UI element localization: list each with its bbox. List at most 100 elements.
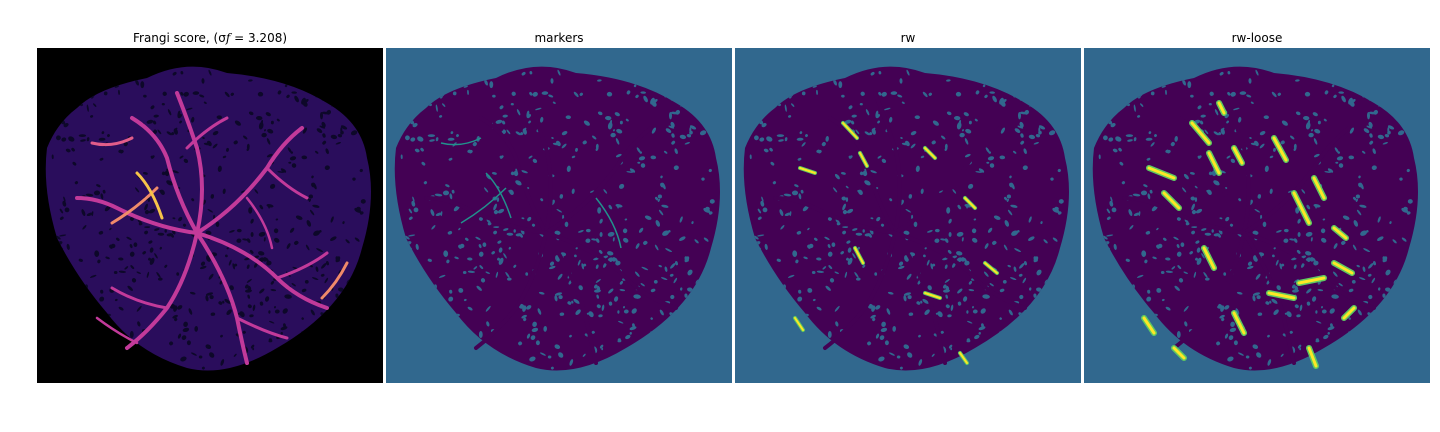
texture-blob (1012, 150, 1017, 154)
texture-blob (761, 196, 764, 202)
texture-blob (1321, 309, 1327, 314)
texture-blob (776, 258, 781, 262)
texture-blob (408, 216, 413, 220)
texture-blob (1020, 140, 1025, 145)
texture-blob (1151, 205, 1158, 212)
texture-blob (178, 216, 183, 222)
texture-blob (529, 356, 536, 362)
texture-blob (192, 91, 200, 95)
texture-blob (934, 228, 940, 233)
texture-blob (612, 257, 616, 262)
texture-blob (597, 207, 602, 214)
texture-blob (291, 163, 297, 168)
texture-blob (1361, 150, 1366, 154)
texture-blob (1320, 237, 1327, 243)
texture-blob (408, 234, 416, 237)
texture-blob (222, 155, 227, 159)
texture-blob (1323, 118, 1327, 122)
texture-blob (605, 115, 612, 121)
texture-blob (1148, 131, 1152, 135)
texture-blob (240, 190, 246, 193)
texture-blob (879, 335, 885, 340)
texture-blob (597, 79, 602, 82)
texture-blob (569, 359, 574, 366)
texture-blob (943, 284, 947, 289)
texture-blob (562, 214, 565, 220)
texture-blob (1363, 248, 1371, 253)
texture-blob (1315, 339, 1320, 343)
texture-blob (1348, 317, 1351, 320)
texture-blob (1254, 209, 1261, 213)
texture-blob (1233, 107, 1240, 111)
texture-blob (622, 228, 628, 234)
texture-blob (445, 184, 450, 188)
texture-blob (400, 154, 403, 160)
texture-blob (1022, 277, 1027, 284)
texture-blob (1226, 120, 1229, 124)
texture-blob (834, 173, 840, 180)
texture-blob (842, 203, 846, 211)
vessel-network (773, 91, 1027, 365)
texture-blob (957, 301, 962, 306)
texture-blob (169, 341, 174, 346)
texture-blob (1176, 251, 1182, 257)
texture-blob (1384, 134, 1390, 138)
texture-blob (138, 222, 143, 226)
texture-blob (1273, 309, 1279, 315)
texture-blob (222, 300, 225, 304)
texture-blob (528, 155, 533, 159)
texture-blob (270, 280, 275, 285)
texture-blob (840, 172, 846, 175)
texture-blob (1040, 221, 1043, 225)
texture-blob (1183, 173, 1189, 180)
texture-blob (421, 161, 426, 166)
texture-blob (1125, 134, 1134, 137)
texture-blob (596, 294, 599, 299)
texture-blob (910, 143, 916, 149)
texture-blob (166, 131, 173, 136)
texture-blob (660, 175, 663, 179)
texture-blob (1332, 271, 1338, 277)
texture-blob (1333, 243, 1338, 249)
texture-blob (322, 140, 327, 145)
texture-blob (1389, 221, 1392, 225)
texture-blob (862, 170, 868, 177)
texture-blob (982, 294, 990, 299)
texture-blob (164, 264, 168, 268)
texture-blob (1225, 216, 1230, 222)
texture-blob (1306, 288, 1312, 294)
texture-blob (473, 266, 478, 270)
texture-blob (673, 277, 678, 284)
texture-blob (212, 143, 218, 149)
texture-blob (1289, 238, 1295, 241)
texture-blob (525, 272, 529, 276)
texture-blob (749, 154, 752, 160)
texture-blob (359, 168, 363, 173)
texture-blob (1227, 71, 1231, 75)
texture-blob (247, 294, 250, 299)
texture-blob (1281, 120, 1288, 126)
texture-blob (557, 69, 561, 76)
texture-blob (989, 283, 994, 287)
texture-blob (1161, 298, 1165, 302)
texture-blob (1189, 172, 1195, 175)
texture-blob (356, 206, 361, 211)
texture-blob (989, 91, 995, 94)
texture-blob (1377, 236, 1384, 241)
texture-blob (926, 259, 930, 266)
texture-blob (1289, 135, 1295, 140)
texture-blob (615, 153, 622, 158)
texture-blob (875, 333, 880, 339)
texture-blob (1238, 116, 1242, 123)
texture-blob (905, 209, 912, 213)
texture-blob (475, 236, 481, 241)
texture-blob (1366, 112, 1371, 120)
texture-blob (1052, 237, 1058, 242)
texture-blob (1248, 78, 1252, 84)
texture-blob (1200, 114, 1206, 118)
texture-blob (1338, 283, 1343, 287)
texture-blob (944, 147, 948, 151)
texture-blob (313, 230, 321, 236)
texture-blob (754, 135, 759, 141)
texture-blob (1190, 196, 1196, 201)
